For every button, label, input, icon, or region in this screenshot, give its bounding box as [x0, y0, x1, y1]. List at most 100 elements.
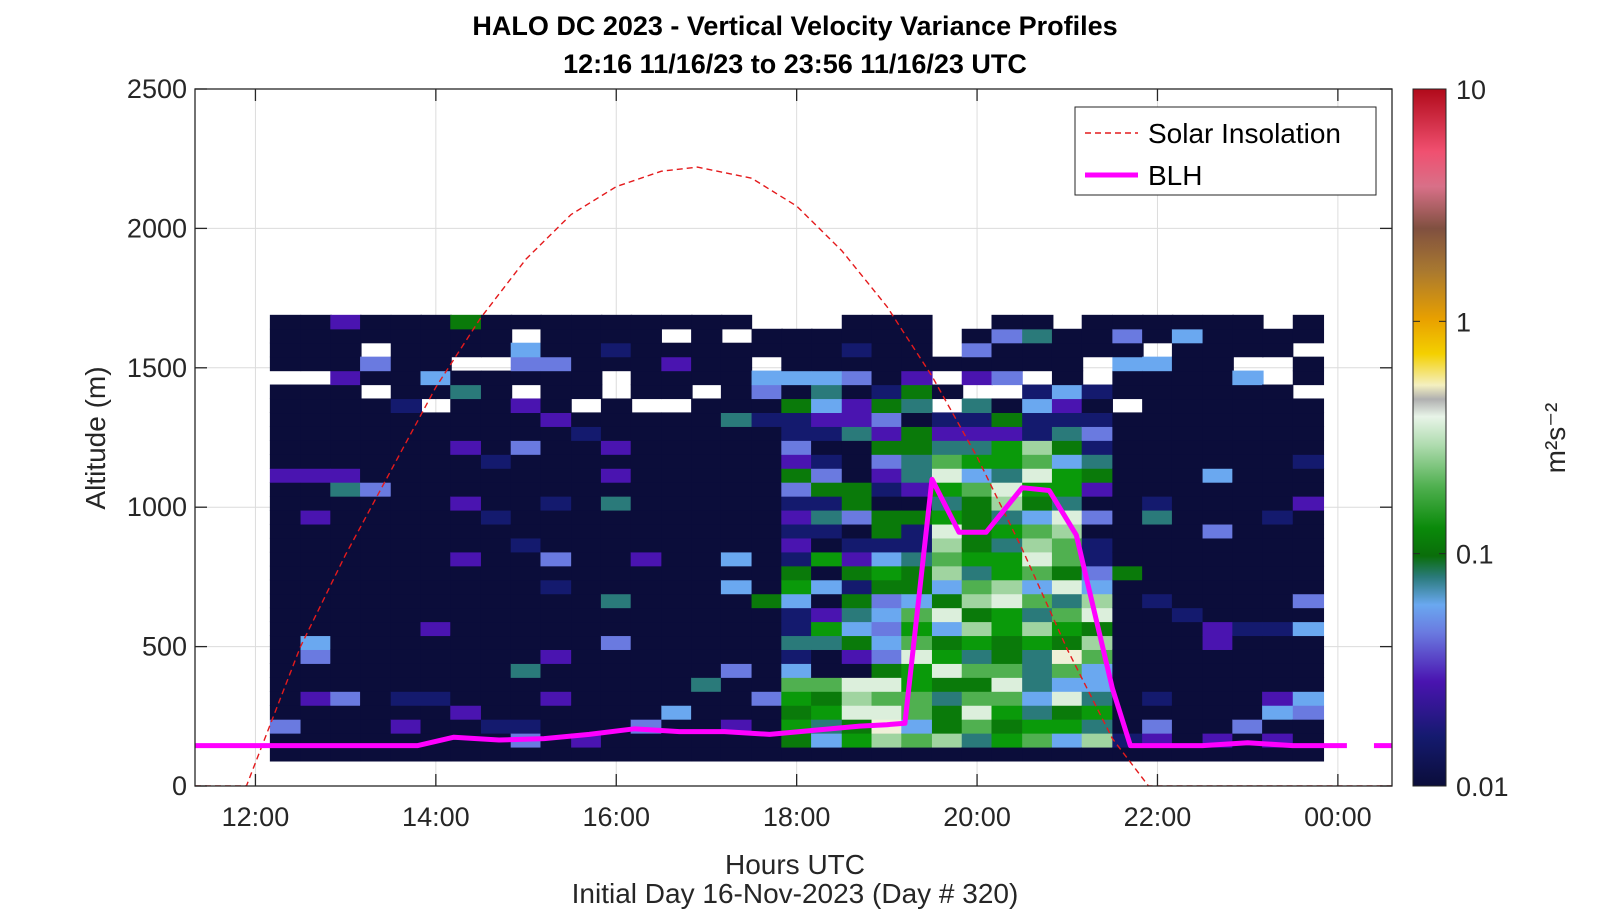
heatmap-cell — [1171, 691, 1204, 706]
heatmap-cell — [1142, 691, 1174, 706]
heatmap-cell — [811, 551, 843, 567]
heatmap-cell — [1202, 537, 1234, 553]
heatmap-cell — [360, 412, 392, 427]
heatmap-cell — [390, 746, 423, 762]
heatmap-cell — [720, 509, 753, 525]
heatmap-cell — [571, 384, 603, 400]
heatmap-cell — [1081, 398, 1113, 414]
heatmap-cell — [330, 454, 362, 469]
blh-line — [195, 476, 1347, 749]
heatmap-cell — [1081, 496, 1113, 511]
heatmap-cell — [390, 593, 423, 609]
heatmap-cell — [330, 565, 362, 581]
heatmap-cell — [1112, 593, 1144, 609]
heatmap-cell — [1232, 440, 1264, 455]
heatmap-cell — [390, 384, 423, 400]
heatmap-cell — [811, 496, 843, 511]
heatmap-cell — [300, 440, 332, 455]
heatmap-cell — [450, 593, 482, 609]
heatmap-cell — [1112, 746, 1144, 762]
heatmap-cell — [1112, 635, 1144, 650]
heatmap-cell — [540, 691, 572, 706]
heatmap-cell — [420, 691, 452, 706]
heatmap-cell — [751, 509, 783, 525]
heatmap-cell — [480, 537, 513, 553]
heatmap-cell — [480, 482, 513, 497]
heatmap-cell — [1142, 454, 1174, 469]
heatmap-cell — [420, 719, 452, 734]
heatmap-cell — [1081, 468, 1113, 483]
y-axis-ticks: 0 500 1000 1500 2000 2500 — [127, 74, 1392, 801]
heatmap-cell — [871, 342, 903, 358]
heatmap-cell — [661, 509, 693, 525]
heatmap-cell — [781, 468, 813, 483]
heatmap-cell — [1171, 551, 1204, 567]
heatmap-cell — [571, 412, 603, 427]
heatmap-cell — [991, 691, 1023, 706]
heatmap-cell — [1171, 342, 1204, 358]
heatmap-cell — [360, 746, 392, 762]
heatmap-cell — [1051, 733, 1084, 748]
heatmap-cell — [961, 328, 993, 344]
heatmap-cell — [871, 426, 903, 441]
heatmap-cell — [661, 746, 693, 762]
heatmap-cell — [1232, 621, 1264, 637]
heatmap-cell — [1081, 454, 1113, 469]
heatmap-cell — [781, 482, 813, 497]
heatmap-cell — [1171, 579, 1204, 595]
heatmap-cell — [991, 356, 1023, 372]
heatmap-cell — [811, 663, 843, 678]
heatmap-cell — [390, 342, 423, 358]
heatmap-cell — [1051, 426, 1084, 441]
heatmap-cell — [811, 635, 843, 650]
heatmap-cell — [1051, 593, 1084, 609]
heatmap-cell — [630, 523, 662, 539]
heatmap-cell — [781, 565, 813, 581]
heatmap-cell — [781, 593, 813, 609]
legend: Solar Insolation BLH — [1074, 106, 1377, 196]
heatmap-cell — [1292, 719, 1325, 734]
heatmap-cell — [1081, 342, 1113, 358]
heatmap-cell — [901, 719, 933, 734]
heatmap-cell — [1232, 565, 1264, 581]
heatmap-cell — [600, 468, 633, 483]
heatmap-cell — [841, 468, 874, 483]
heatmap-cell — [1292, 635, 1325, 650]
heatmap-cell — [691, 398, 723, 414]
heatmap-cell — [330, 746, 362, 762]
heatmap-cell — [420, 746, 452, 762]
heatmap-cell — [300, 454, 332, 469]
heatmap-cell — [300, 635, 332, 650]
heatmap-cell — [691, 579, 723, 595]
heatmap-cell — [1292, 328, 1325, 344]
heatmap-cell — [1232, 579, 1264, 595]
heatmap-cell — [600, 565, 633, 581]
heatmap-cell — [450, 719, 482, 734]
colorbar-ticks: 0.01 0.1 1 10 — [1413, 75, 1509, 802]
heatmap-cell — [1171, 398, 1204, 414]
heatmap-cell — [1202, 691, 1234, 706]
heatmap-cell — [901, 579, 933, 595]
heatmap-cell — [269, 537, 302, 553]
heatmap-cell — [1142, 412, 1174, 427]
heatmap-cell — [600, 440, 633, 455]
heatmap-cell — [630, 370, 662, 386]
heatmap-cell — [720, 523, 753, 539]
heatmap-cell — [480, 635, 513, 650]
heatmap-cell — [871, 328, 903, 344]
heatmap-cell — [931, 426, 964, 441]
heatmap-cell — [510, 551, 542, 567]
heatmap-cell — [901, 537, 933, 553]
heatmap-cell — [390, 607, 423, 623]
heatmap-cell — [571, 356, 603, 372]
heatmap-cell — [630, 663, 662, 678]
heatmap-cell — [540, 440, 572, 455]
heatmap-cell — [931, 440, 964, 455]
heatmap-cell — [931, 537, 964, 553]
heatmap-cell — [540, 663, 572, 678]
heatmap-cell — [751, 705, 783, 720]
heatmap-cell — [1051, 440, 1084, 455]
heatmap-cell — [390, 356, 423, 372]
x-tick-label: 00:00 — [1304, 802, 1372, 832]
heatmap-cell — [630, 314, 662, 330]
